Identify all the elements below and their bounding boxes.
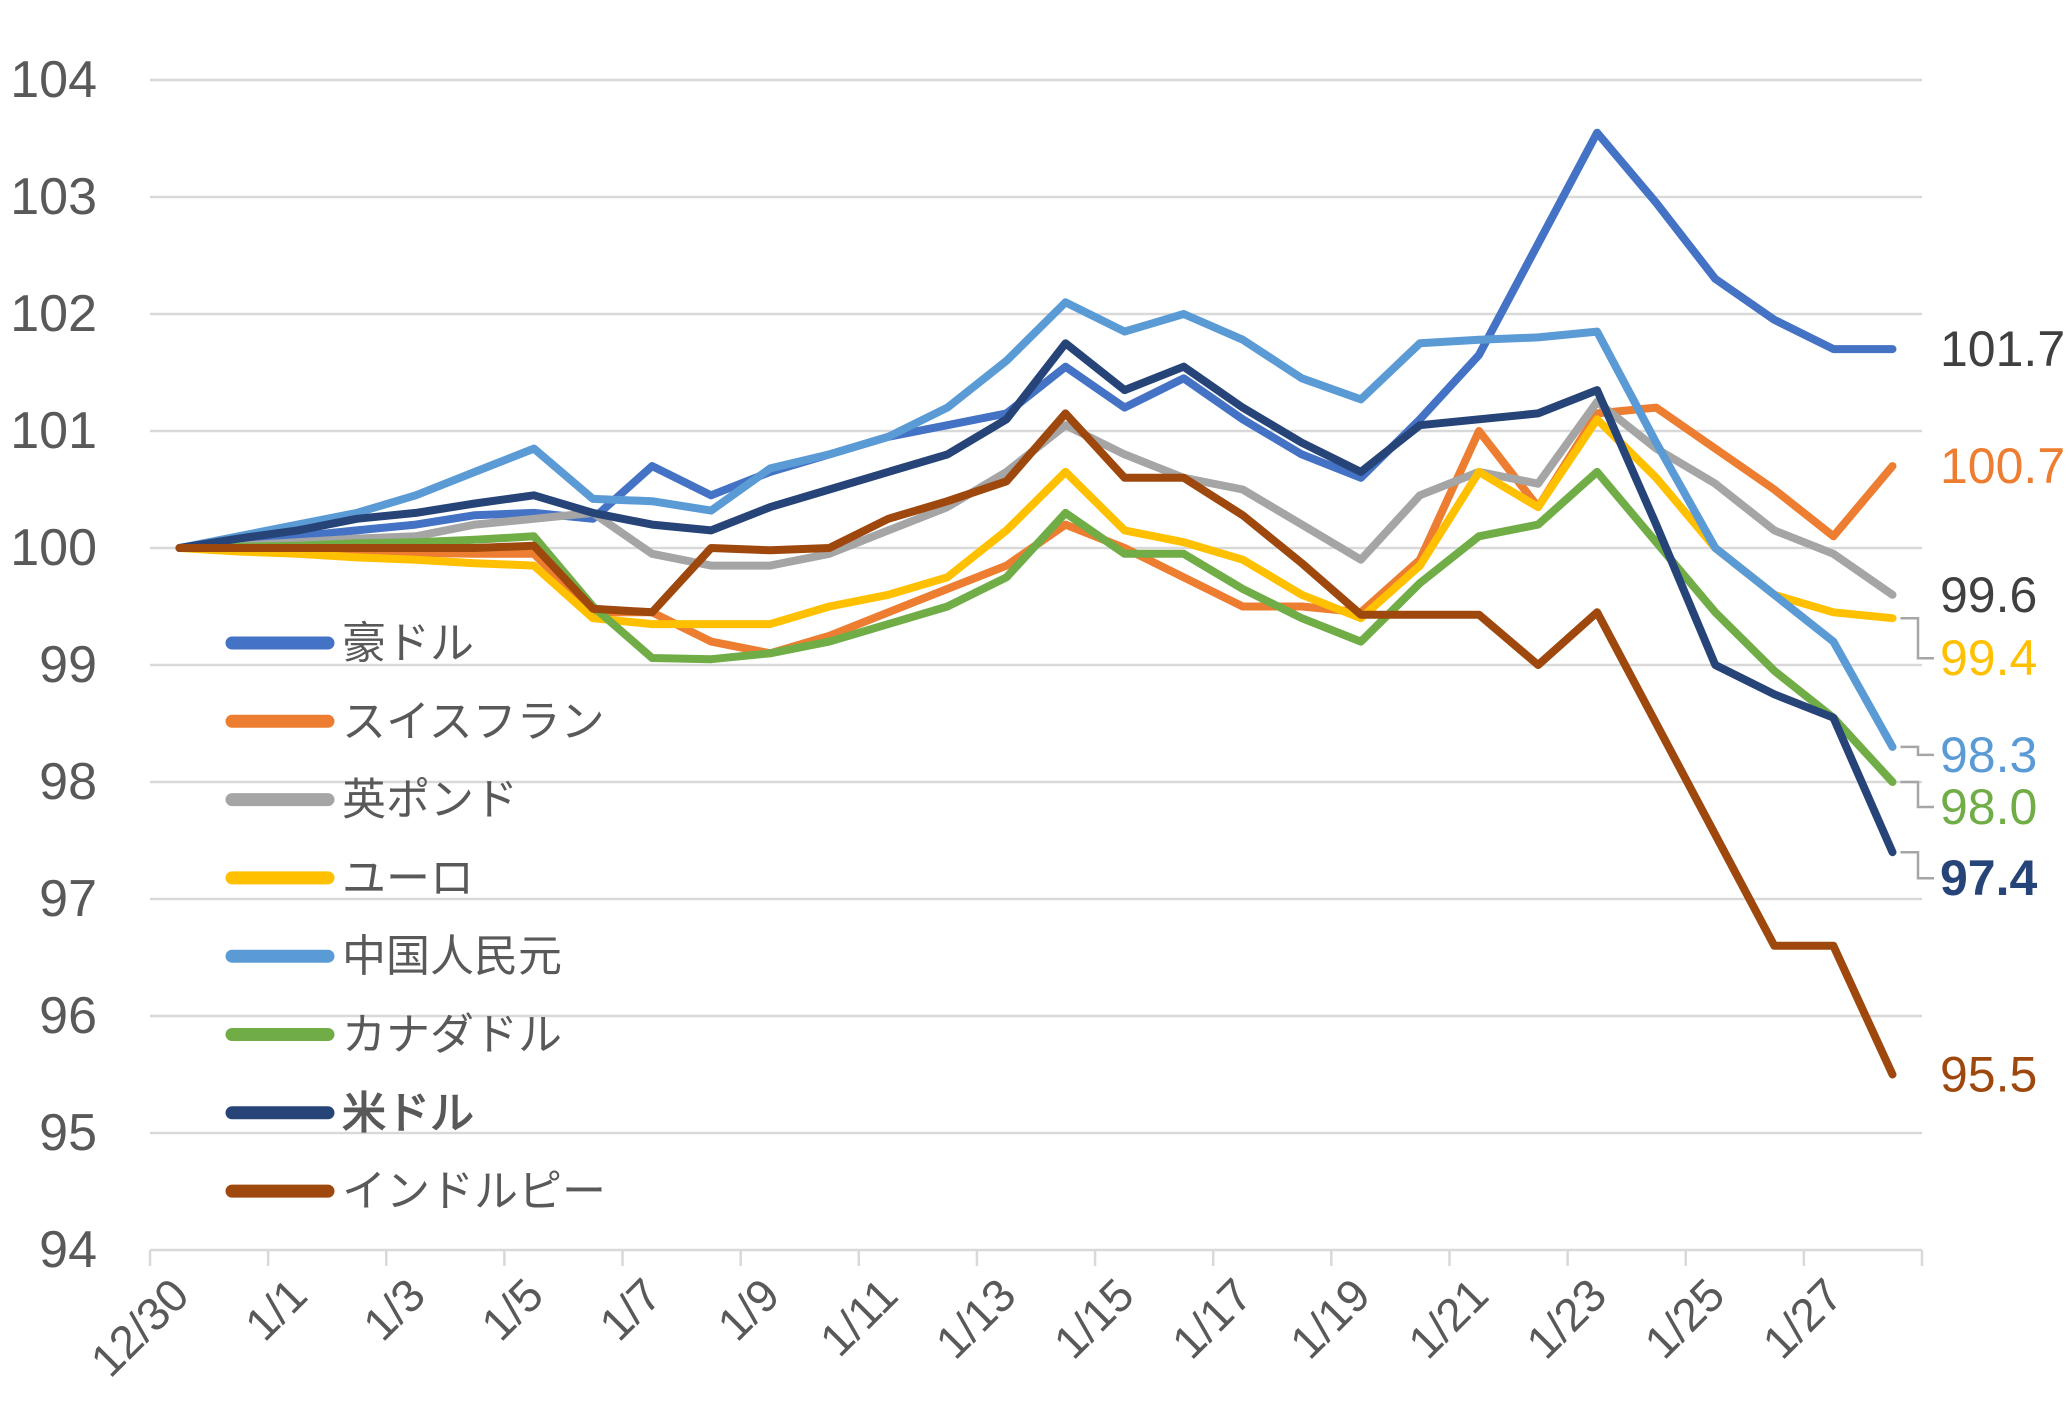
y-axis-label-103: 103 — [10, 168, 97, 226]
end-label-cad: 98.0 — [1940, 779, 2037, 835]
series-line-aud — [175, 128, 1897, 552]
y-axis-label-104: 104 — [10, 51, 97, 109]
x-axis-label-12-30: 12/30 — [80, 1268, 198, 1386]
legend-label-inr: インドルピー — [342, 1167, 606, 1216]
legend-item-eur: ユーロ — [225, 854, 474, 903]
y-axis-label-97: 97 — [39, 870, 97, 928]
end-label-chf: 100.7 — [1940, 438, 2065, 494]
x-axis-label-1-23: 1/23 — [1516, 1268, 1616, 1368]
end-label-leader-usd — [1900, 850, 1934, 880]
legend-label-gbp: 英ポンド — [342, 776, 518, 825]
x-axis-label-1-1: 1/1 — [235, 1268, 317, 1350]
series-line-inr — [175, 409, 1897, 1079]
series-lines — [175, 128, 1897, 1079]
legend-item-gbp: 英ポンド — [225, 776, 518, 825]
x-axis-label-1-7: 1/7 — [589, 1268, 671, 1350]
legend-item-chf: スイスフラン — [225, 697, 605, 746]
legend-label-chf: スイスフラン — [342, 697, 605, 746]
legend-item-cny: 中国人民元 — [225, 932, 562, 981]
x-axis-label-1-9: 1/9 — [707, 1268, 789, 1350]
x-axis-label-1-17: 1/17 — [1162, 1268, 1262, 1368]
end-label-usd: 97.4 — [1940, 850, 2038, 906]
y-axis-label-102: 102 — [10, 285, 97, 343]
y-axis-labels: 94 95 96 97 98 99 100 101 102 103 104 — [10, 51, 97, 1279]
series-line-cad — [175, 467, 1897, 786]
x-axis-label-1-11: 1/11 — [810, 1268, 908, 1366]
series-end-labels: 101.7 100.7 99.6 99.4 98.398.0 97.4 95.5 — [1900, 321, 2065, 1103]
legend-label-aud: 豪ドル — [342, 619, 474, 668]
legend-label-usd: 米ドル — [342, 1089, 474, 1138]
x-axis-label-1-13: 1/13 — [925, 1268, 1025, 1368]
legend-label-eur: ユーロ — [342, 854, 474, 903]
end-label-eur: 99.4 — [1940, 630, 2037, 686]
end-label-leader-eur — [1900, 616, 1934, 660]
x-axis-labels: 12/30 1/1 1/3 1/5 1/7 1/9 1/11 1/13 1/15 1/17 1/19… — [80, 1268, 1852, 1386]
y-axis-label-96: 96 — [39, 987, 97, 1045]
legend-label-cny: 中国人民元 — [342, 932, 562, 981]
x-axis-label-1-27: 1/27 — [1752, 1268, 1852, 1368]
legend-item-cad: カナダドル — [225, 1011, 562, 1060]
x-axis-label-1-15: 1/15 — [1044, 1268, 1144, 1368]
x-axis-label-1-25: 1/25 — [1634, 1268, 1734, 1368]
series-line-usd — [175, 339, 1897, 857]
end-label-leader-cad — [1900, 780, 1934, 809]
y-axis-label-99: 99 — [39, 636, 97, 694]
end-label-leader-cny — [1900, 745, 1934, 757]
series-line-eur — [175, 415, 1897, 629]
series-line-cny — [175, 298, 1897, 751]
legend-item-aud: 豪ドル — [225, 619, 474, 668]
x-axis-ticks — [148, 1250, 1924, 1266]
x-axis-label-1-5: 1/5 — [471, 1268, 553, 1350]
y-axis-label-95: 95 — [39, 1104, 97, 1162]
x-axis-label-1-3: 1/3 — [353, 1268, 435, 1350]
legend-item-inr: インドルピー — [225, 1167, 606, 1216]
y-axis-label-94: 94 — [39, 1221, 97, 1279]
y-axis-label-100: 100 — [10, 519, 97, 577]
end-label-cny: 98.3 — [1940, 727, 2037, 783]
legend-item-usd: 米ドル — [225, 1089, 474, 1138]
y-axis-label-98: 98 — [39, 753, 97, 811]
end-label-aud: 101.7 — [1940, 321, 2065, 377]
x-axis-label-1-19: 1/19 — [1280, 1268, 1380, 1368]
end-label-gbp: 99.6 — [1940, 567, 2037, 623]
x-axis-label-1-21: 1/21 — [1398, 1268, 1498, 1368]
y-axis-label-101: 101 — [10, 402, 97, 460]
end-label-inr: 95.5 — [1940, 1047, 2037, 1103]
legend-label-cad: カナダドル — [342, 1011, 562, 1060]
